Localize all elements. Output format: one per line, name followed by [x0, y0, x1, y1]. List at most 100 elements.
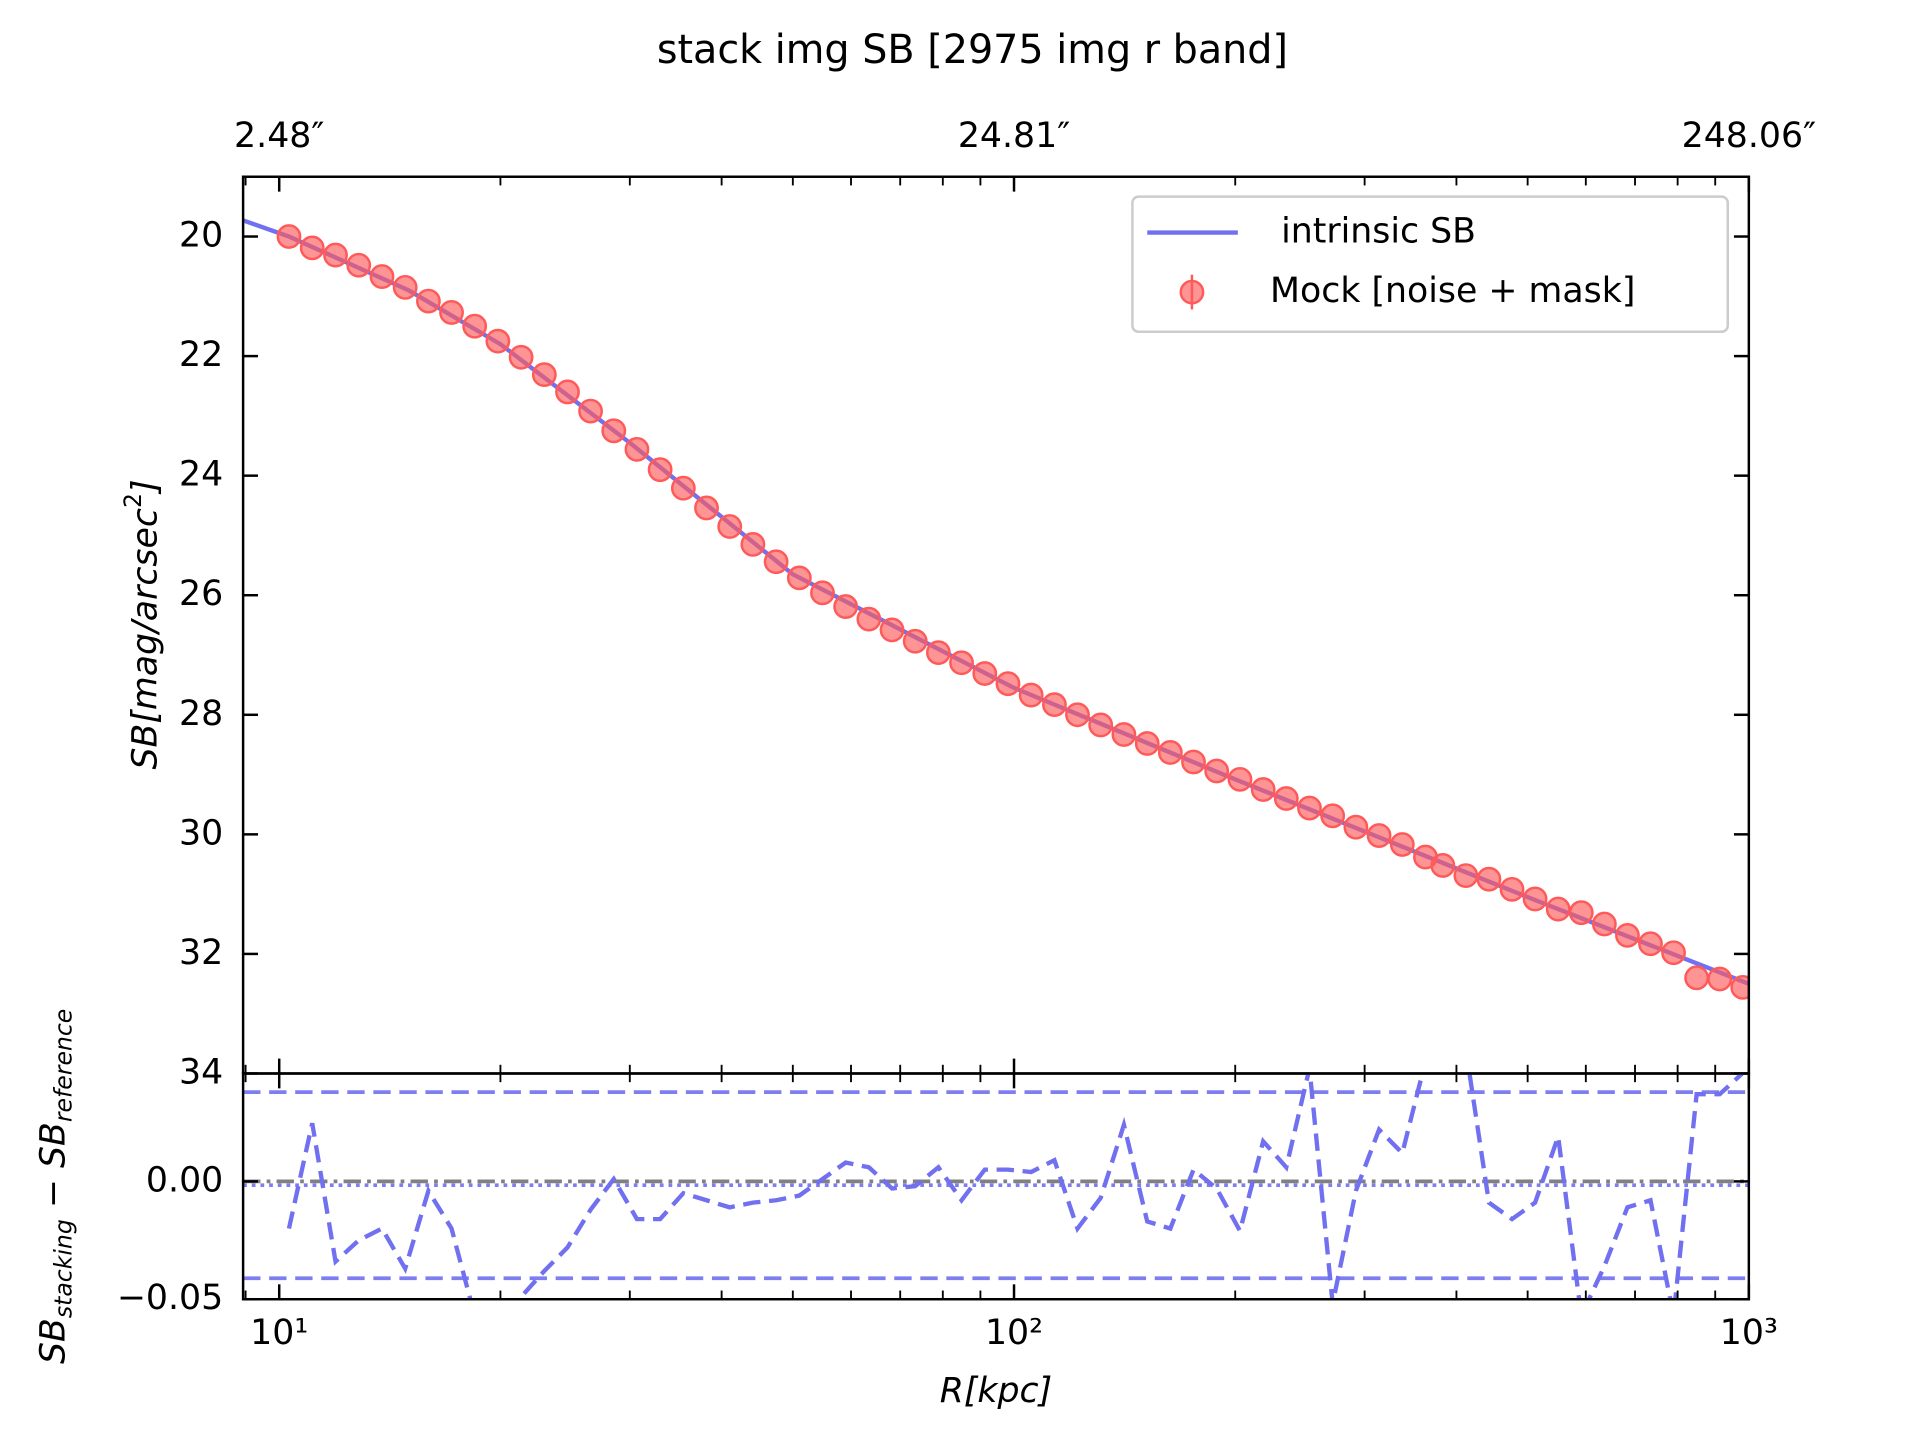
data-point	[740, 532, 766, 557]
data-point	[1568, 900, 1594, 926]
series-line	[286, 1073, 1745, 1300]
data-point	[299, 235, 325, 261]
label-part: R[	[940, 1371, 979, 1411]
data-point	[647, 457, 673, 483]
data-point	[902, 628, 928, 654]
y-tick-label: 0.00	[146, 1160, 223, 1200]
y-tick-label: 20	[179, 216, 223, 256]
y-tick-label: 30	[179, 813, 223, 853]
x2-tick-label: 248.06″	[1682, 116, 1816, 156]
data-point	[1638, 931, 1663, 957]
data-point	[879, 617, 905, 643]
data-point	[1707, 966, 1733, 992]
data-point	[416, 288, 441, 314]
data-point	[925, 640, 951, 666]
data-point	[1204, 758, 1230, 784]
data-point	[1250, 777, 1276, 802]
label-part: ]	[1037, 1371, 1053, 1411]
data-point	[1366, 823, 1392, 848]
data-point	[346, 252, 372, 278]
data-point	[717, 514, 743, 539]
data-point	[555, 379, 580, 405]
data-point	[485, 328, 511, 354]
data-point	[763, 549, 789, 575]
data-point	[578, 398, 603, 424]
y-tick-label: 34	[179, 1052, 223, 1092]
x2-tick-label: 24.81″	[958, 116, 1070, 156]
label-part: 2	[118, 493, 146, 508]
x-tick-label: 10¹	[250, 1313, 308, 1353]
data-point	[1730, 975, 1749, 1000]
data-point	[1227, 766, 1253, 792]
data-point	[462, 313, 488, 339]
data-point	[786, 565, 812, 591]
data-point	[1181, 749, 1206, 775]
data-point	[1343, 814, 1369, 840]
x-tick-label: 10²	[985, 1313, 1043, 1353]
data-point	[949, 650, 974, 676]
data-point	[1476, 866, 1502, 892]
data-point	[1018, 682, 1044, 708]
data-point	[1111, 722, 1137, 747]
data-point	[1684, 965, 1710, 991]
data-point	[1134, 731, 1160, 756]
data-point	[670, 475, 696, 501]
y-tick-label: 24	[179, 455, 223, 495]
data-point	[1615, 922, 1640, 948]
x-tick-label: 10³	[1720, 1313, 1778, 1353]
legend-label: Mock [noise + mask]	[1270, 271, 1635, 311]
data-point	[1157, 740, 1183, 765]
data-point	[531, 362, 557, 388]
label-part: arcsec	[125, 508, 165, 621]
data-point	[972, 661, 998, 686]
data-point	[1065, 702, 1090, 728]
data-point	[276, 224, 302, 249]
label-part: ]	[125, 480, 165, 496]
y-tick-label: −0.05	[117, 1278, 223, 1318]
data-point	[323, 242, 348, 268]
legend-label: intrinsic SB	[1270, 212, 1476, 252]
y-tick-label: 32	[179, 933, 223, 973]
y-axis-label: SBstacking − SBreference	[34, 1009, 77, 1364]
data-point	[601, 418, 627, 444]
data-point	[1297, 795, 1322, 821]
axes-frame	[241, 1072, 1751, 1301]
y-tick-label: 28	[179, 694, 223, 734]
y-axis-label: SB[mag/arcsec2]	[118, 480, 165, 770]
data-point	[1591, 911, 1617, 937]
label-part: mag	[125, 633, 165, 710]
x-axis-label: R[kpc]	[940, 1371, 1052, 1411]
y-tick-label: 26	[179, 574, 223, 614]
data-point	[995, 671, 1021, 697]
data-point	[1320, 803, 1346, 829]
plot-area	[243, 1073, 1749, 1300]
label-part: stacking	[49, 1219, 77, 1318]
label-part: SB	[34, 1318, 74, 1364]
data-point	[694, 495, 719, 521]
data-point	[856, 606, 882, 632]
label-part: − SB	[34, 1122, 74, 1219]
chart-title: stack img SB [2975 img r band]	[657, 27, 1288, 73]
data-point	[1499, 876, 1525, 902]
data-point	[810, 580, 835, 606]
data-point	[369, 264, 395, 289]
data-point	[439, 300, 464, 325]
data-point	[1273, 786, 1299, 811]
legend-box	[1131, 195, 1729, 334]
data-point	[1522, 886, 1548, 912]
data-point	[1453, 863, 1479, 889]
x2-tick-label: 2.48″	[234, 116, 324, 156]
data-point	[1389, 832, 1415, 857]
data-point	[833, 594, 859, 619]
label-part: /	[125, 618, 165, 636]
plot-area	[243, 218, 1749, 1000]
data-point	[1661, 940, 1686, 966]
data-point	[1088, 712, 1114, 738]
label-part: SB[	[125, 709, 165, 770]
label-part: reference	[49, 1009, 77, 1122]
data-point	[392, 274, 418, 300]
y-tick-label: 22	[179, 335, 223, 375]
legend: intrinsic SB Mock [noise + mask]	[1131, 195, 1729, 334]
